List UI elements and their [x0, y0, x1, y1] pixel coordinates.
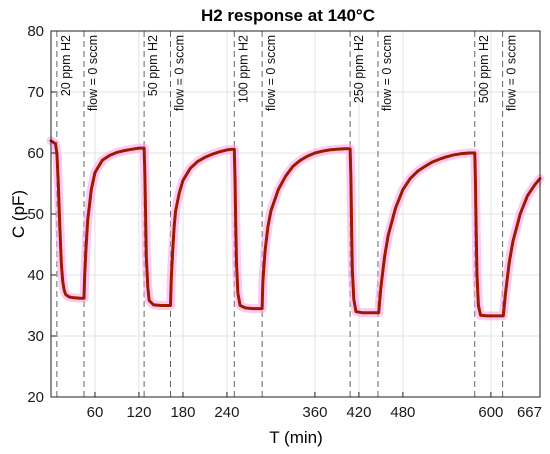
- x-tick-label: 600: [478, 404, 503, 421]
- plot-area: [46, 136, 545, 321]
- y-tick-label: 60: [27, 145, 44, 162]
- event-label: 20 ppm H2: [59, 35, 73, 96]
- y-tick-label: 30: [27, 328, 44, 345]
- x-tick-label: 480: [390, 404, 415, 421]
- y-axis-ticks: 20 30 40 50 60 70 80: [27, 23, 56, 406]
- x-tick-label: 240: [214, 404, 239, 421]
- x-axis-label: T (min): [269, 428, 323, 447]
- event-label: flow = 0 sccm: [380, 35, 394, 111]
- y-tick-label: 20: [27, 389, 44, 406]
- event-label: flow = 0 sccm: [173, 35, 187, 111]
- x-tick-label: 120: [126, 404, 151, 421]
- y-axis-label: C (pF): [9, 190, 28, 238]
- x-tick-label: 60: [87, 404, 104, 421]
- event-label: flow = 0 sccm: [264, 35, 278, 111]
- x-axis-ticks: 60 120 180 240 360 420 480 600 667: [87, 392, 542, 421]
- event-label: 50 ppm H2: [146, 35, 160, 96]
- event-label: flow = 0 sccm: [505, 35, 519, 111]
- event-label: 250 ppm H2: [352, 35, 366, 103]
- x-tick-label: 667: [517, 404, 542, 421]
- event-label: 100 ppm H2: [236, 35, 250, 103]
- chart-title: H2 response at 140°C: [201, 6, 375, 25]
- y-tick-label: 80: [27, 23, 44, 40]
- y-tick-label: 50: [27, 206, 44, 223]
- grid: [51, 31, 540, 397]
- y-tick-label: 40: [27, 267, 44, 284]
- x-tick-label: 360: [302, 404, 327, 421]
- y-tick-label: 70: [27, 84, 44, 101]
- series-0-halo: [46, 136, 545, 321]
- x-tick-label: 180: [170, 404, 195, 421]
- x-tick-label: 420: [346, 404, 371, 421]
- series-0-line: [49, 139, 542, 318]
- event-label: flow = 0 sccm: [86, 35, 100, 111]
- event-label: 500 ppm H2: [477, 35, 491, 103]
